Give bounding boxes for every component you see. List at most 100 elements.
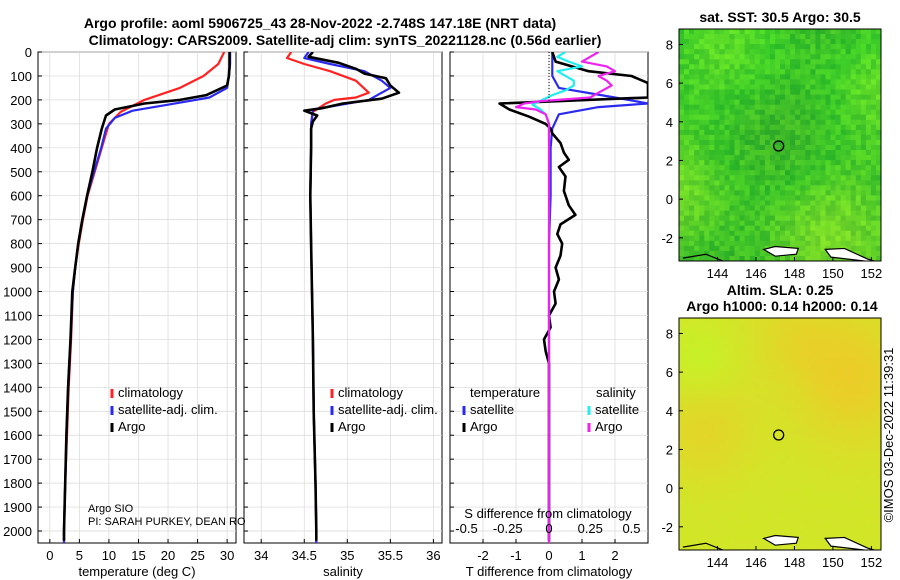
heatmap-cell	[860, 353, 867, 359]
heatmap-cell	[775, 494, 781, 501]
heatmap-cell	[699, 429, 705, 435]
heatmap-cell	[689, 220, 695, 227]
heatmap-cell	[744, 413, 751, 420]
heatmap-cell	[835, 89, 842, 96]
heatmap-cell	[780, 79, 786, 85]
heatmap-cell	[694, 220, 700, 227]
heatmap-cell	[694, 150, 700, 156]
heatmap-cell	[865, 539, 872, 546]
heatmap-cell	[865, 343, 872, 349]
heatmap-cell	[704, 54, 710, 60]
heatmap-cell	[835, 509, 842, 516]
heatmap-cell	[739, 140, 746, 146]
heatmap-cell	[820, 145, 826, 151]
heatmap-cell	[855, 74, 862, 80]
heatmap-cell	[865, 44, 872, 50]
heatmap-cell	[775, 353, 781, 359]
heatmap-cell	[790, 54, 796, 60]
heatmap-cell	[825, 318, 832, 324]
heatmap-cell	[825, 489, 832, 496]
heatmap-cell	[704, 200, 710, 207]
heatmap-cell	[709, 393, 715, 400]
heatmap-cell	[689, 215, 695, 222]
heatmap-cell	[704, 524, 710, 531]
heatmap-cell	[830, 124, 837, 131]
heatmap-cell	[724, 160, 731, 166]
heatmap-cell	[714, 519, 720, 526]
heatmap-cell	[780, 54, 786, 60]
heatmap-cell	[714, 439, 720, 445]
heatmap-cell	[785, 170, 791, 176]
heatmap-cell	[719, 84, 725, 91]
heatmap-cell	[764, 328, 771, 334]
heatmap-cell	[790, 509, 796, 516]
heatmap-cell	[825, 464, 832, 470]
heatmap-cell	[845, 145, 852, 151]
heatmap-cell	[830, 318, 837, 324]
heatmap-cell	[835, 418, 842, 425]
heatmap-cell	[694, 439, 700, 445]
heatmap-cell	[709, 250, 715, 257]
heatmap-cell	[810, 519, 816, 526]
heatmap-cell	[689, 170, 695, 176]
heatmap-cell	[795, 398, 801, 405]
heatmap-cell	[775, 393, 781, 400]
heatmap-cell	[734, 49, 741, 55]
heatmap-cell	[769, 408, 776, 415]
heatmap-cell	[734, 403, 741, 410]
heatmap-cell	[815, 388, 821, 395]
heatmap-cell	[805, 413, 811, 420]
heatmap-cell	[795, 434, 801, 440]
heatmap-cell	[699, 378, 705, 385]
heatmap-cell	[689, 449, 695, 455]
heatmap-cell	[800, 34, 806, 40]
heatmap-cell	[749, 240, 756, 247]
heatmap-cell	[840, 160, 847, 166]
heatmap-cell	[754, 250, 761, 257]
heatmap-cell	[689, 368, 695, 374]
heatmap-cell	[850, 160, 857, 166]
heatmap-cell	[780, 215, 786, 222]
heatmap-cell	[739, 205, 746, 212]
heatmap-cell	[820, 429, 826, 435]
heatmap-cell	[704, 44, 710, 50]
heatmap-cell	[876, 134, 881, 141]
heatmap-cell	[684, 104, 690, 111]
heatmap-cell	[855, 459, 862, 465]
heatmap-cell	[744, 353, 751, 359]
heatmap-cell	[820, 423, 826, 430]
heatmap-cell	[815, 408, 821, 415]
heatmap-cell	[800, 519, 806, 526]
salinity-xtick-label: 34.5	[292, 548, 317, 563]
heatmap-cell	[865, 64, 872, 70]
heatmap-cell	[840, 423, 847, 430]
heatmap-cell	[775, 328, 781, 334]
heatmap-cell	[785, 504, 791, 511]
heatmap-cell	[876, 509, 881, 516]
heatmap-cell	[744, 200, 751, 207]
heatmap-cell	[845, 54, 852, 60]
heatmap-cell	[785, 160, 791, 166]
heatmap-cell	[870, 220, 877, 227]
heatmap-cell	[845, 328, 852, 334]
heatmap-cell	[815, 69, 821, 75]
heatmap-cell	[744, 529, 751, 536]
heatmap-cell	[845, 423, 852, 430]
heatmap-cell	[870, 388, 877, 395]
heatmap-cell	[724, 54, 731, 60]
heatmap-cell	[860, 514, 867, 521]
coastline-island	[762, 245, 800, 257]
heatmap-cell	[769, 499, 776, 506]
heatmap-cell	[835, 119, 842, 126]
heatmap-cell	[835, 514, 842, 521]
heatmap-cell	[744, 383, 751, 390]
heatmap-cell	[845, 180, 852, 186]
heatmap-cell	[754, 494, 761, 501]
heatmap-cell	[810, 150, 816, 156]
heatmap-cell	[855, 323, 862, 329]
heatmap-cell	[835, 185, 842, 191]
heatmap-cell	[764, 484, 771, 490]
heatmap-cell	[744, 59, 751, 65]
heatmap-cell	[785, 318, 791, 324]
